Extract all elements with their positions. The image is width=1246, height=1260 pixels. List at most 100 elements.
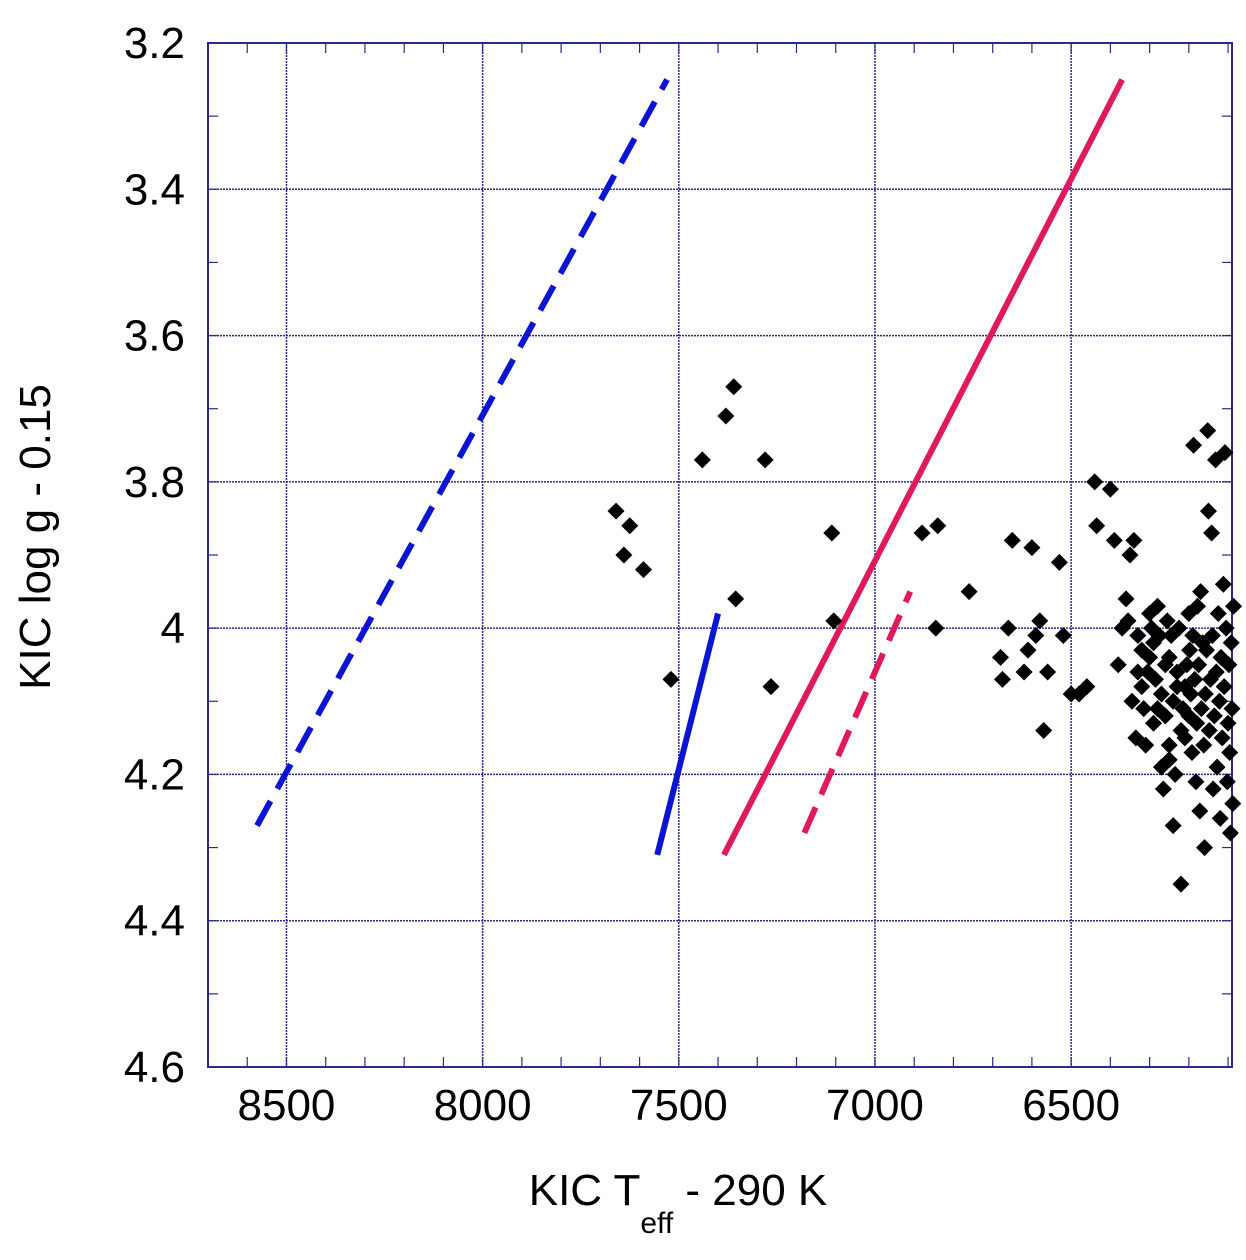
data-point [1184, 626, 1202, 644]
data-point [1117, 590, 1135, 608]
data-point [1172, 722, 1190, 740]
x-tick-labels: 8500 8000 7500 7000 6500 [238, 1081, 1121, 1130]
data-point [1121, 546, 1139, 564]
x-axis-title-rest: - 290 K [673, 1166, 827, 1215]
data-point [1207, 663, 1225, 681]
data-point [1192, 700, 1210, 718]
data-point [1219, 714, 1237, 732]
data-point [1135, 700, 1153, 718]
data-point [1166, 765, 1184, 783]
minor-ticks [207, 42, 1232, 1068]
data-point [621, 517, 639, 535]
data-point [727, 590, 745, 608]
data-point [1160, 736, 1178, 754]
data-point [1185, 436, 1203, 454]
data-point [913, 524, 931, 542]
model-lines [254, 78, 1125, 857]
data-point [1222, 634, 1240, 652]
data-point [992, 648, 1010, 666]
x-axis-title: KIC Teff - 290 K [529, 1166, 828, 1240]
data-point [1208, 758, 1226, 776]
y-tick-label: 3.2 [124, 19, 185, 68]
data-point [960, 583, 978, 601]
data-point [1109, 656, 1127, 674]
data-point [717, 407, 735, 425]
data-point [1210, 692, 1228, 710]
data-point [1181, 641, 1199, 659]
data-point [1164, 692, 1182, 710]
data-point [999, 619, 1017, 637]
data-point [1019, 641, 1037, 659]
data-point [1050, 553, 1068, 571]
data-point [1204, 780, 1222, 798]
data-point [1129, 663, 1147, 681]
data-point [662, 670, 680, 688]
data-point [756, 451, 774, 469]
data-point [1196, 685, 1214, 703]
plot-frame [207, 42, 1233, 1068]
y-tick-label: 3.4 [124, 165, 185, 214]
data-point [1170, 619, 1188, 637]
data-point [1141, 648, 1159, 666]
data-point [1101, 480, 1119, 498]
data-point [1195, 736, 1213, 754]
data-point [1183, 743, 1201, 761]
data-point [1035, 722, 1053, 740]
data-point [1178, 656, 1196, 674]
data-point [1199, 422, 1217, 440]
data-point [1127, 729, 1145, 747]
data-point [1197, 641, 1215, 659]
data-point [1154, 780, 1172, 798]
data-point [1003, 531, 1021, 549]
data-point [1221, 824, 1239, 842]
data-point [725, 378, 743, 396]
data-point [1225, 597, 1243, 615]
data-point [1129, 626, 1147, 644]
data-point [823, 524, 841, 542]
data-point [1160, 648, 1178, 666]
dashed-line-3 [801, 590, 914, 835]
data-point [1224, 795, 1242, 813]
data-point [1205, 707, 1223, 725]
data-point [1180, 707, 1198, 725]
x-tick-label: 6500 [1022, 1081, 1120, 1130]
data-point [1123, 692, 1141, 710]
data-point [1146, 670, 1164, 688]
data-point [1078, 678, 1096, 696]
data-point [1211, 809, 1229, 827]
data-point [1218, 773, 1236, 791]
data-point [1209, 605, 1227, 623]
data-point [1133, 678, 1151, 696]
data-point [607, 502, 625, 520]
data-point [1191, 802, 1209, 820]
data-point [993, 670, 1011, 688]
y-tick-label: 4.4 [124, 897, 185, 946]
data-point [1188, 597, 1206, 615]
data-point [1223, 700, 1241, 718]
data-point [1190, 656, 1208, 674]
data-point [762, 678, 780, 696]
data-point [1160, 751, 1178, 769]
data-point [929, 517, 947, 535]
data-point [1027, 626, 1045, 644]
x-axis-title-main: KIC T [529, 1166, 641, 1215]
data-point [1200, 722, 1218, 740]
data-point [1215, 678, 1233, 696]
x-axis-title-sub: eff [640, 1207, 673, 1240]
data-point [1216, 444, 1234, 462]
x-tick-label: 8000 [434, 1081, 532, 1130]
data-point [1199, 502, 1217, 520]
y-tick-labels: 3.2 3.4 3.6 3.8 4 4.2 4.4 4.6 [124, 19, 185, 1092]
data-point [1031, 612, 1049, 630]
data-point [1203, 626, 1221, 644]
data-point [1054, 626, 1072, 644]
data-point [1187, 773, 1205, 791]
dashed-line-0 [254, 78, 670, 828]
data-point [927, 619, 945, 637]
data-point [1214, 575, 1232, 593]
data-point [1213, 729, 1231, 747]
y-tick-label: 3.6 [124, 312, 185, 361]
data-point [1168, 663, 1186, 681]
data-point [1158, 612, 1176, 630]
data-point [615, 546, 633, 564]
